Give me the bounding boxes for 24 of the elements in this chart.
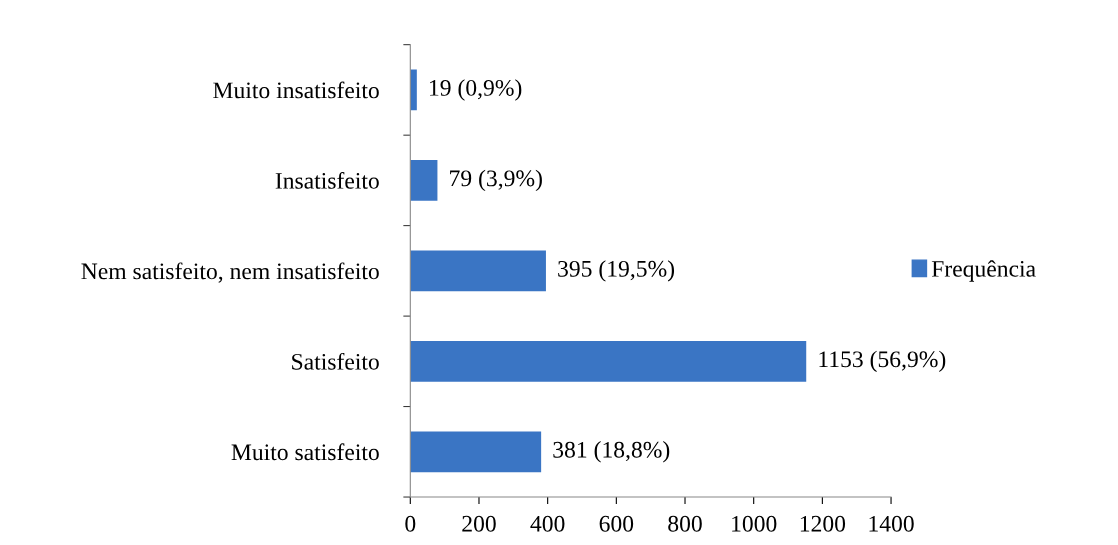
bar [410, 160, 438, 201]
x-tick-label: 1000 [732, 515, 777, 532]
x-tick-label: 200 [462, 515, 496, 532]
x-tick-label: 800 [668, 515, 702, 532]
data-label: 395 (19,5%) [558, 260, 675, 282]
x-tick-label: 0 [405, 515, 416, 532]
legend-label: Frequência [931, 260, 1036, 282]
x-tick-label: 400 [530, 515, 565, 532]
bar [410, 250, 546, 292]
bar [410, 69, 417, 111]
bar [410, 340, 807, 382]
x-tick-label: 600 [599, 515, 634, 532]
data-label: 79 (3,9%) [450, 169, 542, 192]
data-label: 1153 (56,9%) [819, 350, 946, 373]
bar [410, 431, 542, 473]
y-tick-label: Muito satisfeito [231, 443, 379, 461]
y-tick-label: Insatisfeito [275, 171, 379, 189]
x-tick-label: 1400 [869, 515, 914, 532]
x-tick-label: 1200 [800, 515, 846, 532]
data-label: 19 (0,9%) [430, 79, 522, 101]
data-label: 381 (18,8%) [553, 441, 670, 463]
y-tick-label: Muito insatisfeito [213, 81, 379, 99]
y-tick-label: Satisfeito [292, 352, 379, 370]
y-tick-label: Nem satisfeito, nem insatisfeito [81, 262, 379, 283]
